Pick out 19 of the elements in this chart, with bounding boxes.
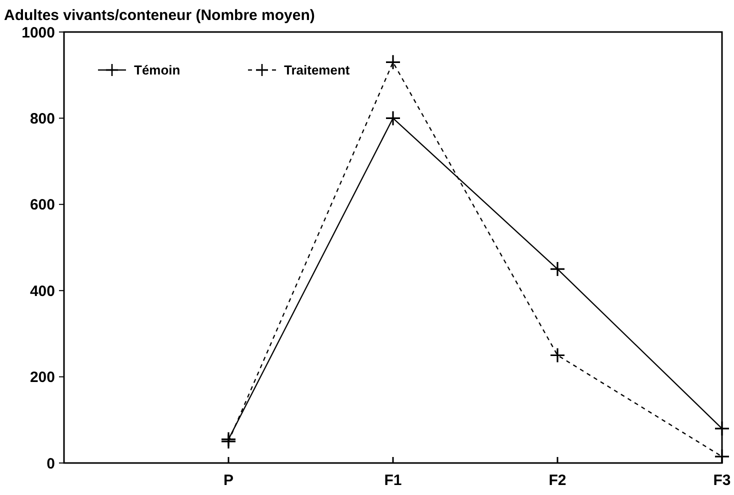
- y-tick-label: 600: [30, 196, 55, 214]
- point: [714, 448, 730, 464]
- point: [714, 420, 730, 436]
- chart-title: Adultes vivants/conteneur (Nombre moyen): [4, 7, 315, 24]
- point: [385, 54, 401, 70]
- legend-label: Traitement: [284, 62, 350, 78]
- y-tick-label: 1000: [22, 24, 55, 42]
- point: [550, 347, 566, 364]
- y-tick-label: 400: [30, 282, 55, 300]
- point: [550, 261, 566, 277]
- point: [385, 110, 401, 126]
- legend-label: Témoin: [134, 62, 180, 78]
- y-tick-label: 0: [46, 455, 55, 472]
- x-tick-label: F3: [713, 472, 731, 489]
- y-tick-label: 200: [30, 369, 55, 386]
- x-tick-label: F1: [384, 472, 402, 489]
- x-tick-label: F2: [548, 472, 566, 489]
- y-tick-label: 800: [30, 110, 55, 128]
- x-tick-label: P: [223, 472, 234, 489]
